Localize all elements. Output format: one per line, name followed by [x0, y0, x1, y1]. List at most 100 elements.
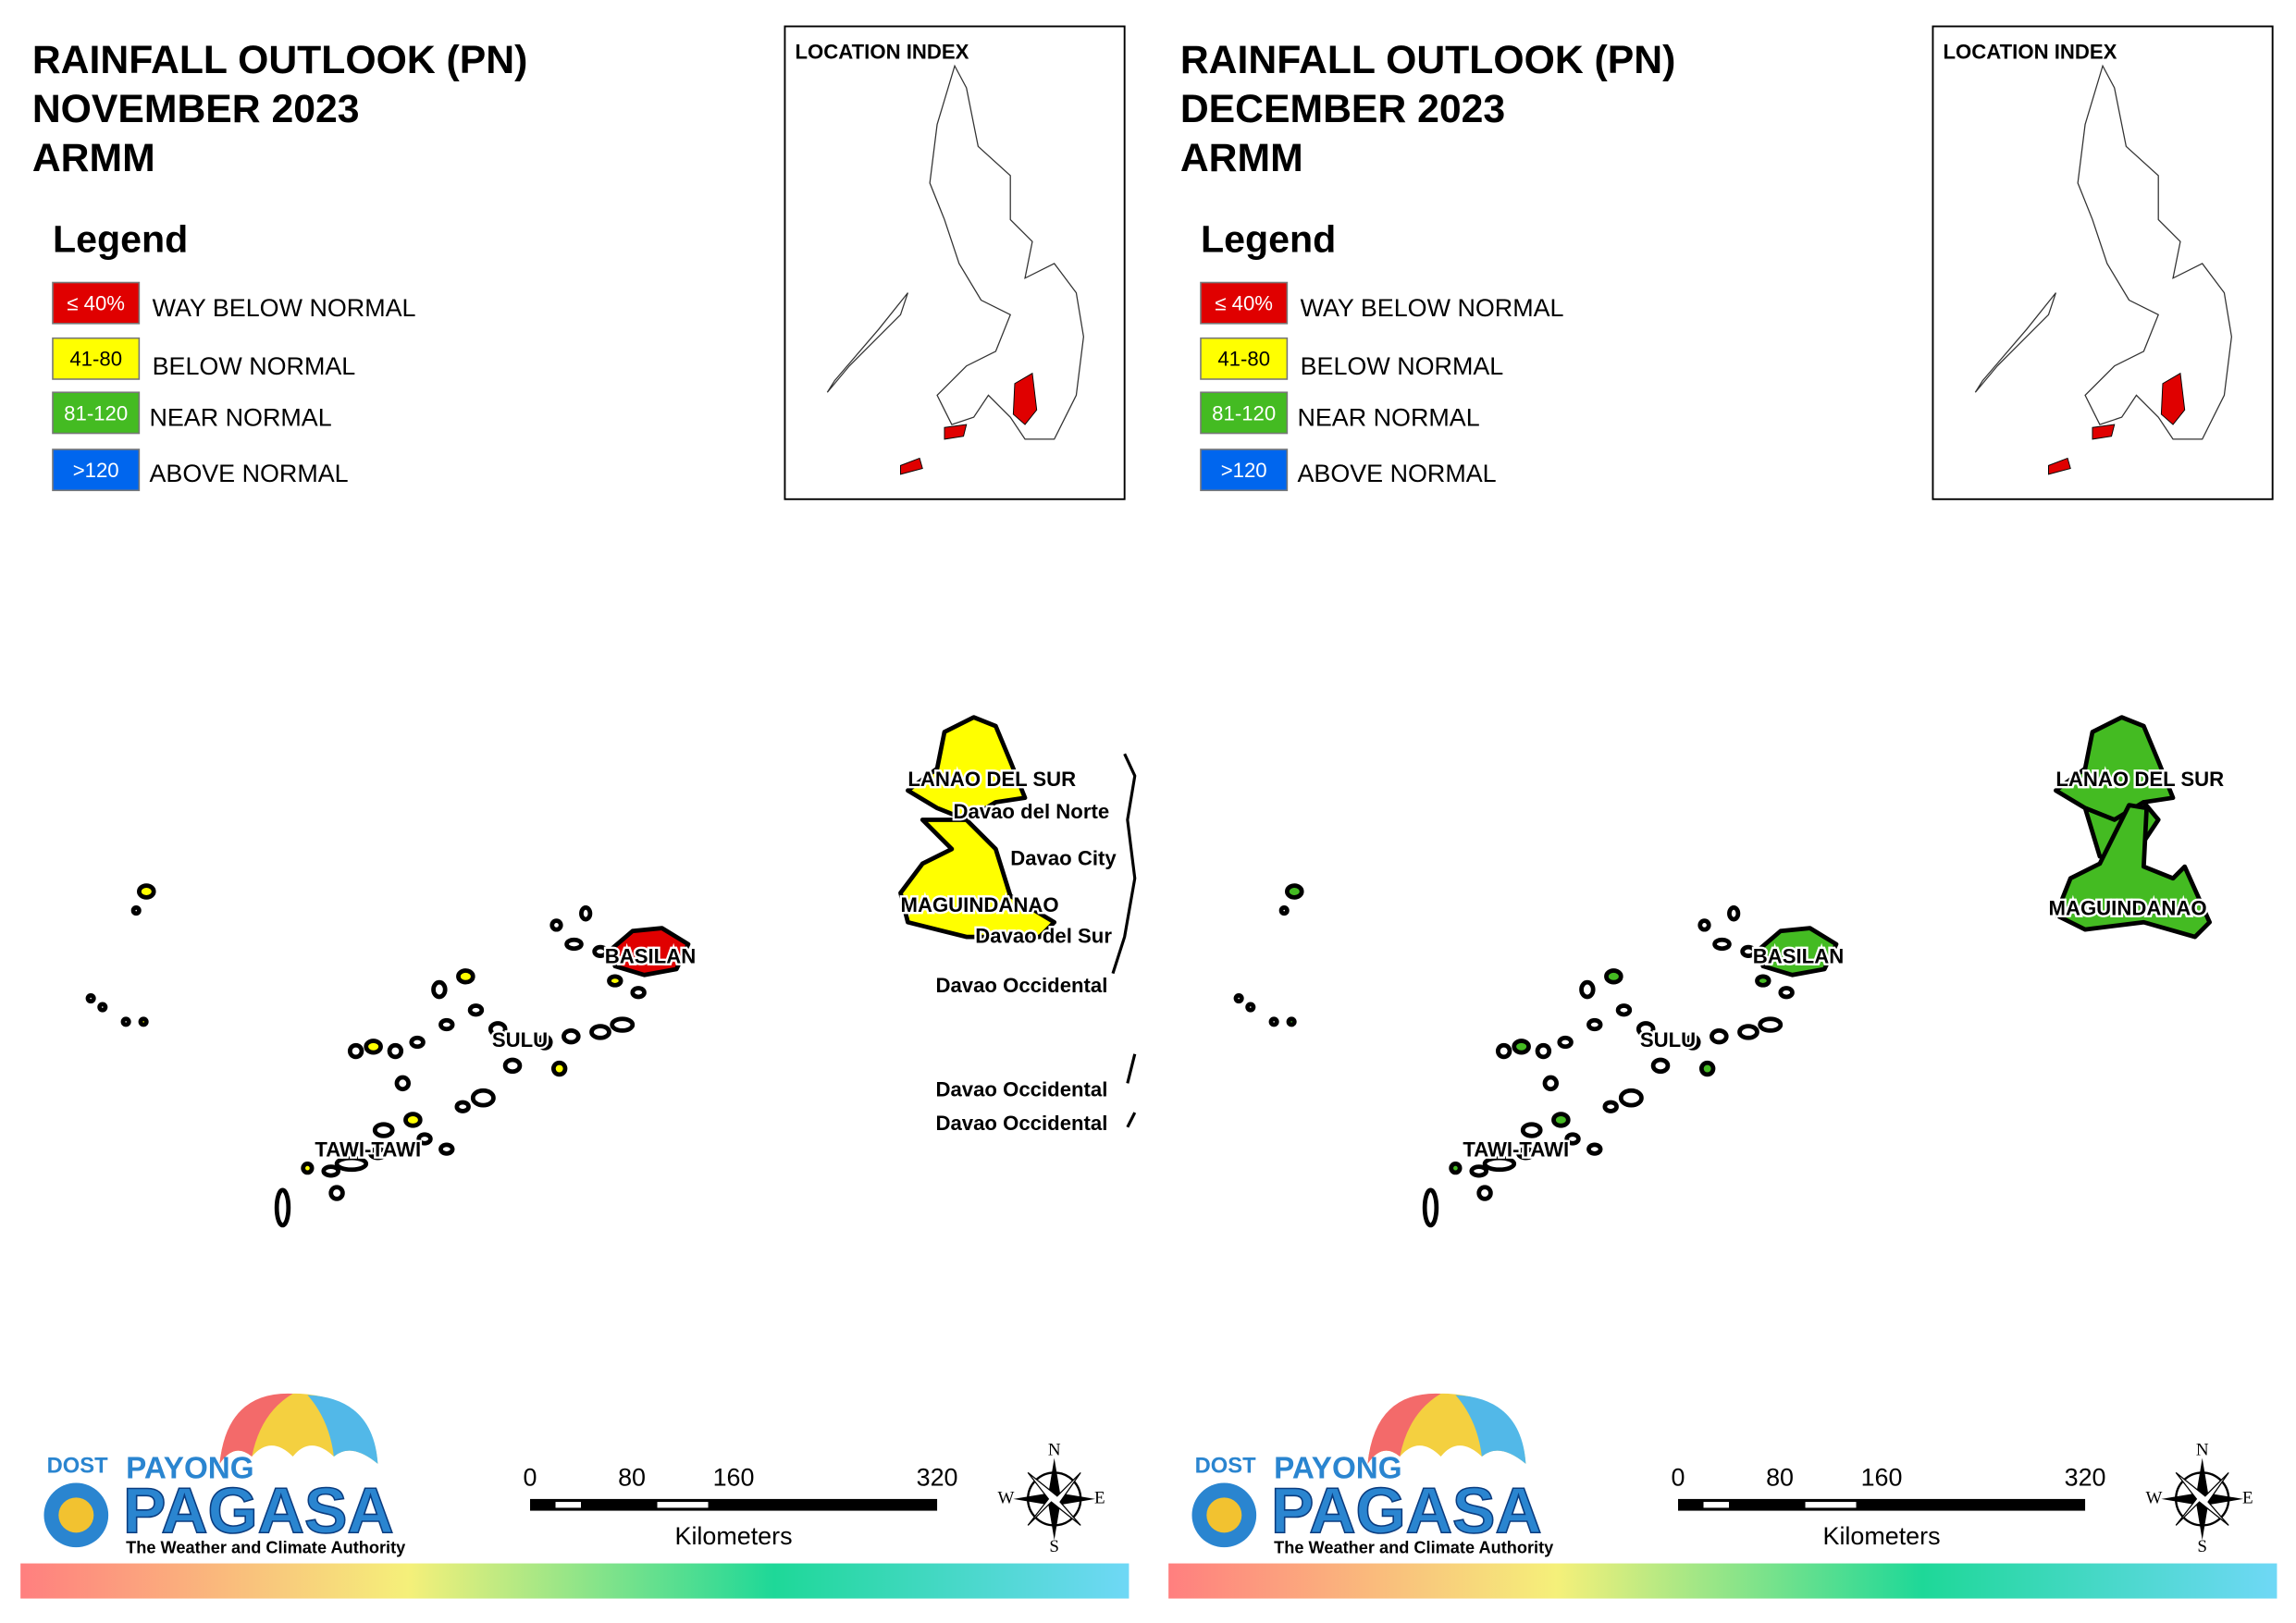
island — [1520, 1122, 1543, 1138]
island — [592, 944, 609, 959]
map-label: Davao del Norte — [953, 800, 1109, 823]
scale-seg — [1703, 1502, 1730, 1508]
island — [1268, 1016, 1279, 1027]
map-label: Davao Occidental — [935, 1078, 1107, 1101]
compass-w: W — [997, 1489, 1014, 1508]
compass-star-diag — [2175, 1471, 2229, 1526]
island — [409, 1035, 426, 1050]
island — [589, 1024, 611, 1040]
lanao — [906, 715, 1028, 822]
island — [120, 1016, 131, 1027]
island — [1727, 905, 1741, 922]
title-line: RAINFALL OUTLOOK (PN) — [1180, 38, 1676, 82]
island — [1604, 968, 1623, 985]
island — [334, 1155, 369, 1173]
inset-armm — [1012, 372, 1038, 425]
scale-seg — [555, 1502, 582, 1508]
panel: RAINFALL OUTLOOK (PN) DECEMBER 2023 ARMM Le… — [1168, 25, 2277, 1599]
legend-label: BELOW NORMAL — [1301, 352, 1504, 380]
basilan — [1758, 926, 1839, 977]
island — [431, 979, 448, 1000]
title-line: DECEMBER 2023 — [1180, 87, 1505, 131]
island — [1512, 1039, 1531, 1055]
map-label: Davao del Sur — [975, 924, 1112, 947]
inset-sulu — [900, 424, 968, 475]
map — [1233, 715, 2212, 1228]
map-label: MAGUINDANAO — [900, 893, 1058, 916]
title-line: NOVEMBER 2023 — [32, 87, 360, 131]
scale-tick-label: 320 — [917, 1464, 958, 1492]
title-line: ARMM — [32, 136, 155, 180]
island — [607, 974, 623, 988]
map — [85, 715, 1137, 1228]
island — [470, 1088, 496, 1108]
legend-label: BELOW NORMAL — [153, 352, 356, 380]
island — [394, 1075, 412, 1092]
umbrella-left — [219, 1393, 293, 1464]
island — [579, 905, 593, 922]
island — [1422, 1187, 1439, 1228]
logo-payong: PAYONG — [1274, 1452, 1402, 1486]
island — [1778, 986, 1795, 1000]
island — [537, 1034, 553, 1051]
legend-swatch — [1200, 281, 1289, 325]
island — [630, 986, 647, 1000]
island — [1586, 1142, 1603, 1156]
island — [1551, 1112, 1571, 1128]
color-band — [20, 1563, 1129, 1599]
philippines-outline — [826, 64, 1084, 440]
island — [1542, 1075, 1560, 1092]
scale-seg — [657, 1502, 709, 1508]
scale-unit: Kilometers — [675, 1522, 793, 1550]
island — [1469, 1164, 1489, 1178]
legend-range: ≤ 40% — [1215, 292, 1273, 315]
scale-seg — [1805, 1502, 1857, 1508]
island — [274, 1187, 291, 1228]
island — [1755, 974, 1771, 988]
color-band — [1168, 1563, 2277, 1599]
island — [97, 1002, 108, 1013]
island — [1286, 1016, 1297, 1027]
logo-dost: DOST — [1195, 1454, 1256, 1478]
island — [1586, 1017, 1603, 1032]
island — [1685, 1034, 1701, 1051]
legend-range: >120 — [1221, 459, 1267, 482]
legend-label: ABOVE NORMAL — [149, 460, 348, 487]
island — [456, 968, 475, 985]
island — [1449, 1162, 1463, 1175]
legend-swatch — [52, 281, 141, 325]
title-line: ARMM — [1180, 136, 1303, 180]
island — [502, 1057, 523, 1075]
legend-label: ABOVE NORMAL — [1297, 460, 1496, 487]
map-label: Davao Occidental — [935, 974, 1107, 997]
legend-label: WAY BELOW NORMAL — [1301, 294, 1564, 322]
legend-swatch — [1200, 449, 1289, 492]
map-label: TAWI-TAWI — [315, 1138, 421, 1162]
umbrella-right — [1455, 1395, 1526, 1464]
island — [1482, 1155, 1517, 1173]
island — [372, 1122, 395, 1138]
legend-range: ≤ 40% — [67, 292, 125, 315]
island — [1737, 1024, 1759, 1040]
compass-n: N — [1048, 1440, 1061, 1459]
map-label: MAGUINDANAO — [2048, 896, 2206, 919]
scale-bar — [530, 1498, 938, 1511]
island — [610, 1016, 636, 1033]
compass-n: N — [2196, 1440, 2209, 1459]
island — [438, 1142, 455, 1156]
scale-tick-label: 0 — [524, 1464, 537, 1492]
island — [1245, 1002, 1256, 1013]
island — [1233, 993, 1244, 1004]
island — [364, 1039, 383, 1055]
logo-pagasa: PAGASA — [1271, 1474, 1542, 1546]
island — [1618, 1088, 1644, 1108]
map-label: Davao Occidental — [935, 1112, 1107, 1135]
compass-w: W — [2145, 1489, 2162, 1508]
logo-tagline: The Weather and Climate Authority — [1274, 1538, 1554, 1556]
maguindanao — [2054, 803, 2212, 940]
island — [1615, 1003, 1633, 1017]
island — [488, 1021, 508, 1038]
compass-star-diag — [1027, 1471, 1081, 1526]
map-label: SULU — [492, 1028, 548, 1051]
